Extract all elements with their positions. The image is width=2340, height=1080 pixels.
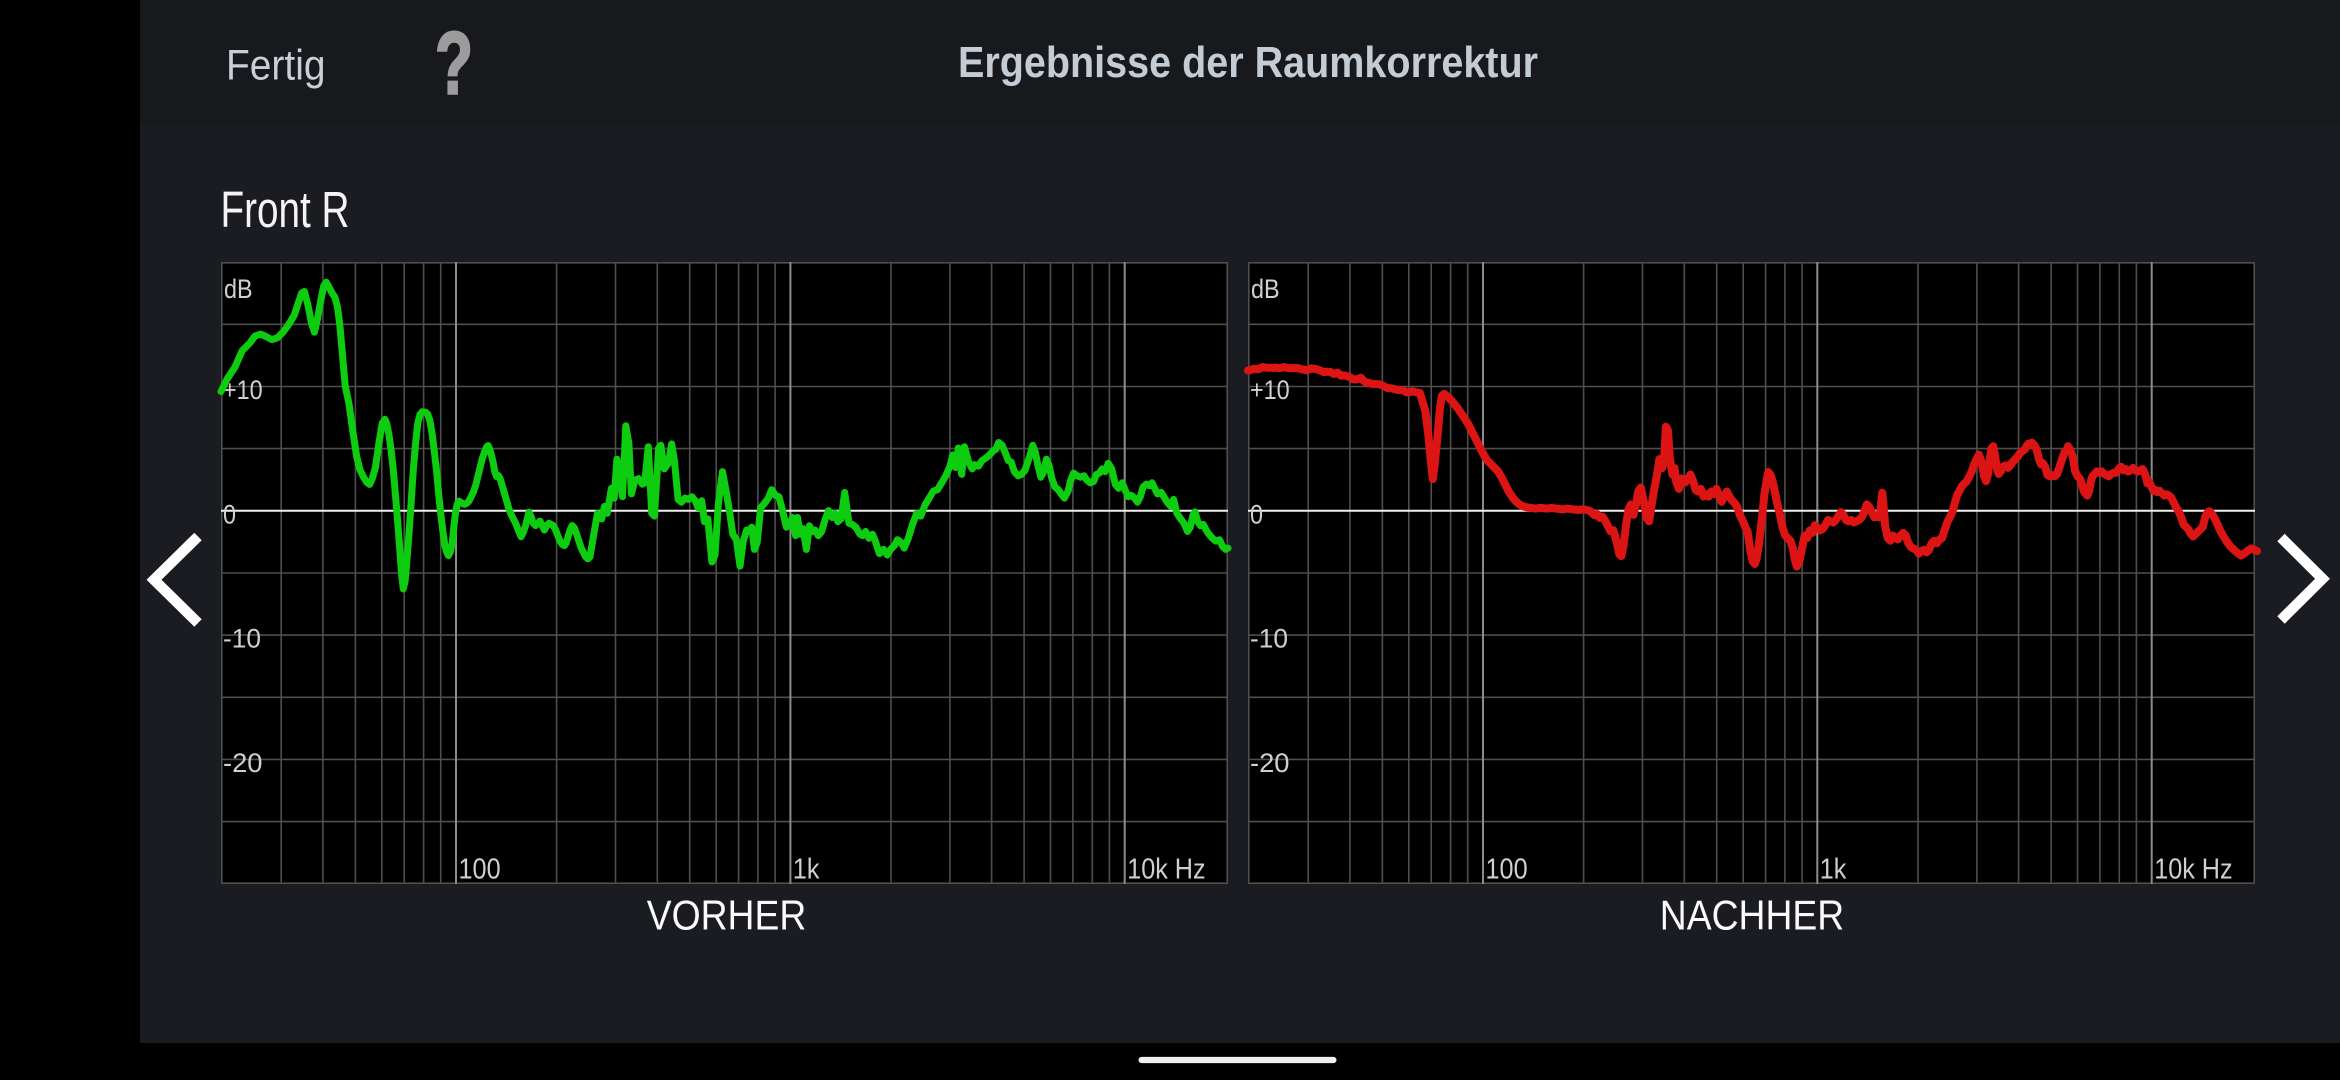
svg-text:dB: dB <box>1251 274 1280 304</box>
svg-text:dB: dB <box>224 274 253 304</box>
svg-text:-20: -20 <box>1250 748 1290 778</box>
svg-text:10k Hz: 10k Hz <box>1127 854 1205 886</box>
svg-text:0: 0 <box>1250 499 1263 529</box>
svg-text:1k: 1k <box>1820 854 1847 886</box>
svg-text:NACHHER: NACHHER <box>1660 892 1844 939</box>
svg-text:Ergebnisse der Raumkorrektur: Ergebnisse der Raumkorrektur <box>958 38 1538 87</box>
svg-text:100: 100 <box>1486 854 1528 886</box>
svg-text:?: ? <box>435 14 473 113</box>
svg-text:100: 100 <box>459 854 501 886</box>
svg-text:Front R: Front R <box>221 181 350 238</box>
svg-text:+10: +10 <box>1250 375 1290 405</box>
svg-text:Fertig: Fertig <box>226 41 326 89</box>
svg-text:0: 0 <box>223 499 236 529</box>
svg-text:10k Hz: 10k Hz <box>2154 854 2232 886</box>
svg-text:-10: -10 <box>223 624 261 654</box>
svg-text:VORHER: VORHER <box>647 892 807 939</box>
svg-text:-20: -20 <box>223 748 263 778</box>
svg-text:-10: -10 <box>1250 624 1288 654</box>
svg-text:1k: 1k <box>793 854 820 886</box>
